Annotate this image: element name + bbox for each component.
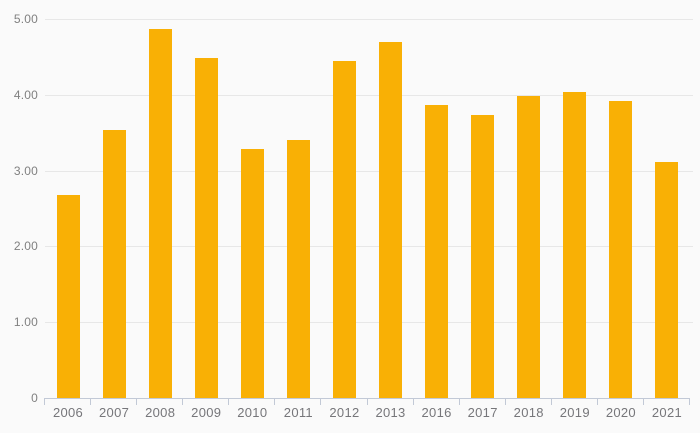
gridline-y-2.00: [45, 246, 693, 248]
x-axis-tick-label: 2013: [375, 405, 406, 420]
x-axis-tick: [182, 399, 184, 405]
bar-2006[interactable]: [56, 194, 80, 398]
x-axis-tick: [596, 399, 598, 405]
bar-2011[interactable]: [286, 140, 310, 398]
x-axis-tick-label: 2009: [191, 405, 222, 420]
bar-2007[interactable]: [102, 130, 126, 398]
x-axis-tick-label: 2008: [145, 405, 176, 420]
x-axis-tick-label: 2019: [559, 405, 590, 420]
x-axis-tick: [504, 399, 506, 405]
y-axis-tick-label: 2.00: [13, 239, 38, 254]
bar-2019[interactable]: [563, 91, 587, 398]
x-axis-tick: [90, 399, 92, 405]
x-axis-tick: [44, 399, 45, 405]
x-axis-tick-label: 2007: [99, 405, 130, 420]
x-axis-tick: [689, 399, 690, 405]
x-axis-tick: [458, 399, 460, 405]
gridline-y-4.00: [45, 94, 693, 96]
bar-2009[interactable]: [194, 57, 218, 398]
x-axis-tick: [228, 399, 230, 405]
x-axis-line: [44, 398, 690, 399]
x-axis-tick: [412, 399, 414, 405]
bar-2021[interactable]: [655, 162, 679, 398]
bar-2020[interactable]: [609, 100, 633, 398]
y-axis-tick-label: 0: [31, 391, 38, 405]
bar-2010[interactable]: [240, 148, 264, 398]
x-axis-tick: [550, 399, 552, 405]
bar-2008[interactable]: [148, 28, 172, 398]
bar-2013[interactable]: [379, 42, 403, 398]
x-axis-tick-label: 2012: [329, 405, 360, 420]
bar-2018[interactable]: [517, 95, 541, 398]
y-axis-tick-label: 4.00: [13, 87, 38, 102]
x-axis-tick: [320, 399, 322, 405]
bar-2017[interactable]: [471, 114, 495, 398]
bar-2016[interactable]: [425, 104, 449, 398]
x-axis-tick-label: 2018: [513, 405, 544, 420]
x-axis-tick: [136, 399, 138, 405]
gridline-y-5.00: [45, 19, 693, 20]
gridline-y-3.00: [45, 170, 693, 172]
x-axis-tick: [366, 399, 368, 405]
x-axis-tick-label: 2021: [651, 405, 683, 420]
y-axis-tick-label: 1.00: [13, 315, 38, 330]
gridline-y-1.00: [45, 322, 693, 324]
x-axis-tick-label: 2006: [52, 405, 84, 420]
x-axis-tick-label: 2017: [467, 405, 498, 420]
x-axis-tick: [274, 399, 276, 405]
x-axis-tick: [642, 399, 644, 405]
x-axis-tick-label: 2020: [605, 405, 636, 420]
x-axis-tick-label: 2010: [237, 405, 268, 420]
x-axis-tick-label: 2011: [283, 405, 313, 420]
x-axis-tick-label: 2016: [421, 405, 452, 420]
y-axis-tick-label: 5.00: [13, 12, 38, 26]
bar-2012[interactable]: [332, 60, 356, 398]
y-axis-tick-label: 3.00: [13, 163, 38, 178]
